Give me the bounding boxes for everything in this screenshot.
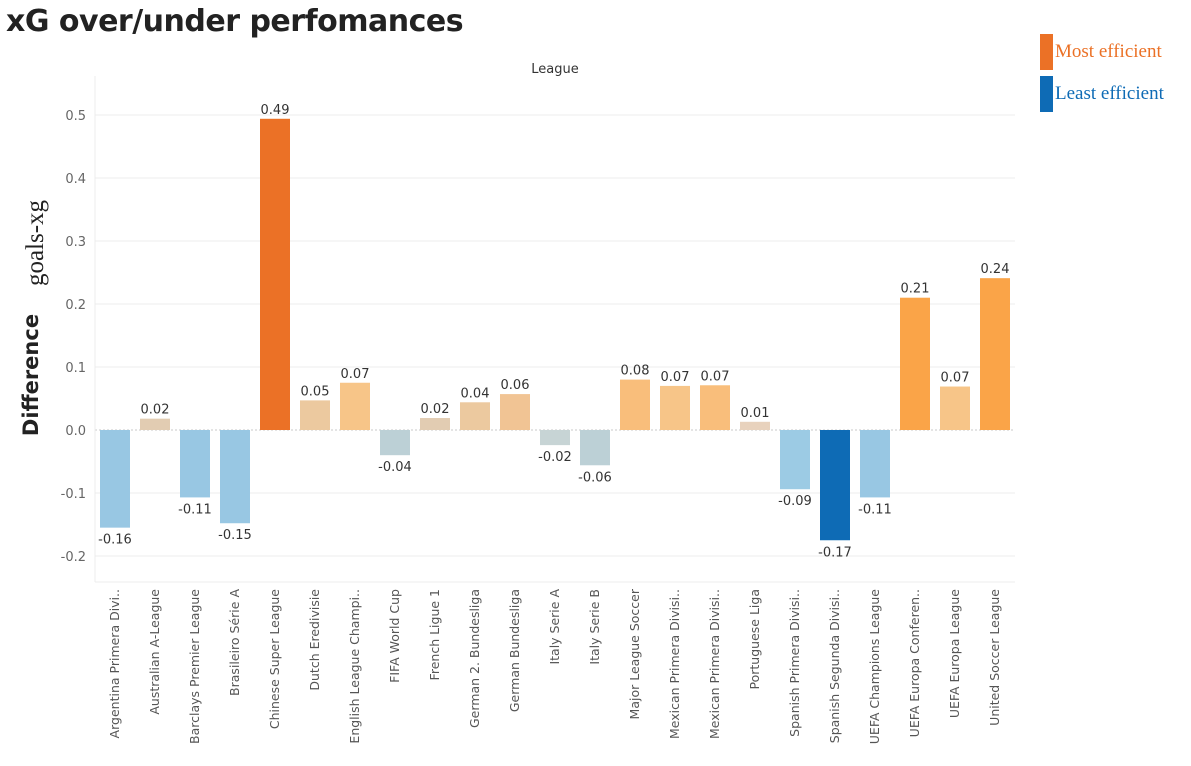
data-label: 0.07 [701,369,730,384]
x-tick-label: Brasileiro Série A [227,589,242,696]
bar [340,382,370,430]
x-tick-label: Mexican Primera Divisi.. [667,589,682,739]
legend-item-least-efficient: Least efficient [1040,76,1164,112]
x-tick-label: UEFA Europa Conferen.. [907,589,922,737]
x-tick-label: Dutch Eredivisie [307,589,322,691]
data-label: -0.11 [178,502,212,517]
data-label: 0.02 [421,402,450,417]
y-axis-title-serif: goals-xg [22,199,49,286]
x-tick-label: Mexican Primera Divisi.. [707,589,722,739]
bar-chart: -0.2-0.10.00.10.20.30.40.5 -0.160.02-0.1… [19,62,1015,744]
x-tick-label: FIFA World Cup [387,589,402,683]
x-tick-label: German Bundesliga [507,589,522,712]
x-tick-label: United Soccer League [987,589,1002,726]
bar [220,430,250,524]
bar [940,386,970,430]
x-tick-label: Barclays Premier League [187,589,202,744]
x-tick-label: Chinese Super League [267,589,282,729]
x-tick-label: German 2. Bundesliga [467,589,482,728]
x-axis-labels: Argentina Primera Divi.. Australian A-Lea… [107,588,1002,744]
data-label: -0.16 [98,533,132,548]
page-title: xG over/under perfomances [6,4,464,39]
y-tick-label: 0.0 [65,424,86,439]
x-tick-label: UEFA Europa League [947,589,962,718]
y-tick-label: 0.4 [65,172,86,187]
data-label: 0.02 [141,403,170,418]
value-labels: -0.16 0.02 -0.11 -0.15 0.49 0.05 0.07 -0.04 0.02… [98,103,1009,560]
bars [100,118,1010,541]
y-axis-ticks: -0.2 -0.1 0.0 0.1 0.2 0.3 0.4 0.5 [61,109,86,565]
bar [580,430,610,466]
bar [620,379,650,430]
bar [260,118,290,430]
y-tick-label: 0.3 [65,235,86,250]
bar [540,430,570,446]
column-header: League [531,62,578,77]
data-label: -0.15 [218,528,252,543]
x-tick-label: UEFA Champions League [867,589,882,745]
x-tick-label: Major League Soccer [627,588,642,719]
bar [700,385,730,430]
bar [380,430,410,456]
bar [140,418,170,430]
legend-swatch-most-efficient [1040,34,1053,70]
data-label: -0.02 [538,450,572,465]
legend: Most efficient Least efficient [1040,34,1164,118]
data-label: -0.04 [378,460,412,475]
data-label: 0.08 [621,364,650,379]
x-tick-label: Argentina Primera Divi.. [107,589,122,738]
bar [180,430,210,498]
legend-label-least-efficient: Least efficient [1055,83,1164,104]
data-label: 0.01 [741,406,770,421]
data-label: -0.09 [778,494,812,509]
bar [780,430,810,490]
x-tick-label: Portuguese Liga [747,589,762,689]
bar [100,430,130,528]
bar [820,430,850,541]
x-tick-label: English League Champi.. [347,589,362,744]
data-label: -0.11 [858,502,892,517]
bar [740,421,770,430]
data-label: 0.07 [941,371,970,386]
x-tick-label: Italy Serie B [587,589,602,665]
legend-swatch-least-efficient [1040,76,1053,112]
bar [460,402,490,430]
data-label: 0.04 [461,386,490,401]
bar [980,278,1010,430]
legend-item-most-efficient: Most efficient [1040,34,1164,70]
bar [500,394,530,430]
data-label: 0.49 [261,103,290,118]
data-label: 0.06 [501,378,530,393]
data-label: 0.05 [301,384,330,399]
bar [420,418,450,430]
y-tick-label: 0.2 [65,298,86,313]
data-label: 0.24 [981,262,1010,277]
x-tick-label: French Ligue 1 [427,589,442,680]
data-label: -0.06 [578,470,612,485]
legend-label-most-efficient: Most efficient [1055,41,1162,62]
y-tick-label: 0.1 [65,361,86,376]
bar [300,400,330,430]
data-label: 0.07 [341,367,370,382]
data-label: -0.17 [818,545,852,560]
bar [660,385,690,430]
x-tick-label: Australian A-League [147,589,162,715]
bar [860,430,890,498]
x-tick-label: Spanish Primera Divisi.. [787,589,802,737]
data-label: 0.07 [661,370,690,385]
y-tick-label: -0.1 [61,487,86,502]
bar [900,297,930,430]
data-label: 0.21 [901,282,930,297]
x-tick-label: Italy Serie A [547,589,562,665]
y-axis-title-bold: Difference [19,314,43,436]
y-tick-label: -0.2 [61,550,86,565]
y-tick-label: 0.5 [65,109,86,124]
x-tick-label: Spanish Segunda Divisi.. [827,589,842,743]
